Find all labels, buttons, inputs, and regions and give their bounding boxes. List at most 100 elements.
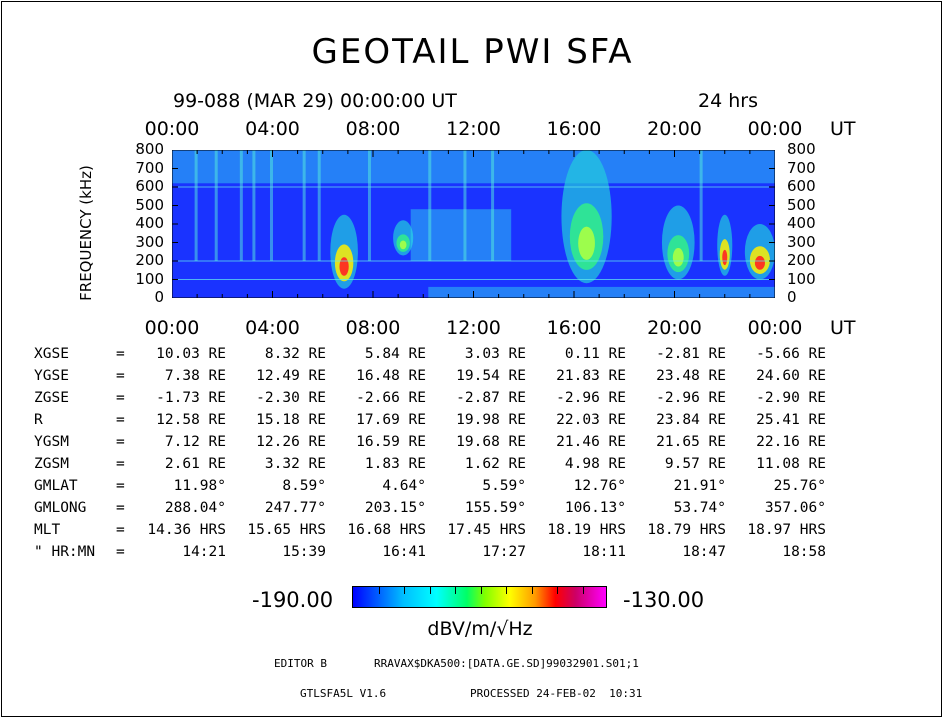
y-tick-label: 200	[135, 251, 164, 269]
time-tick-label: 16:00	[546, 317, 602, 339]
ephemeris-value: 203.15°	[364, 500, 426, 516]
colorbar-tick	[531, 587, 533, 594]
vertical-burst	[428, 150, 432, 261]
vertical-burst	[491, 150, 495, 261]
ephemeris-value: 16.68 HRS	[347, 522, 426, 538]
ephemeris-label: R	[34, 412, 43, 428]
ephemeris-label: ZGSM	[34, 456, 69, 472]
ephemeris-equals: =	[116, 544, 125, 560]
ephemeris-value: 18:11	[582, 544, 626, 560]
ephemeris-value: 1.62 RE	[464, 456, 526, 472]
ephemeris-value: 19.98 RE	[456, 412, 526, 428]
ephemeris-value: -2.90 RE	[756, 390, 826, 406]
colorbar-tick	[506, 587, 507, 594]
footer-processed: PROCESSED 24-FEB-02 10:31	[470, 687, 643, 700]
ephemeris-value: 18.19 HRS	[547, 522, 626, 538]
ephemeris-value: 3.03 RE	[464, 346, 526, 362]
y-tick-label: 0	[154, 288, 164, 306]
colorbar-tick	[582, 587, 584, 594]
ephemeris-value: 247.77°	[264, 500, 326, 516]
ephemeris-row: GMLAT = 11.98° 8.59° 4.64° 5.59° 12.76° 21.91° 2…	[0, 478, 945, 500]
ephemeris-value: 25.76°	[773, 478, 826, 494]
ephemeris-value: 2.61 RE	[164, 456, 226, 472]
ephemeris-equals: =	[116, 368, 125, 384]
ephemeris-label: YGSM	[34, 434, 69, 450]
ephemeris-value: -2.96 RE	[556, 390, 626, 406]
vertical-burst	[699, 150, 703, 261]
ephemeris-value: -2.87 RE	[456, 390, 526, 406]
time-tick-label: 00:00	[747, 118, 803, 140]
ephemeris-equals: =	[116, 412, 125, 428]
ephemeris-value: 10.03 RE	[156, 346, 226, 362]
ephemeris-value: 16:41	[382, 544, 426, 560]
ephemeris-value: 7.12 RE	[164, 434, 226, 450]
y-tick-label-right: 0	[787, 288, 797, 306]
ephemeris-value: 12.58 RE	[156, 412, 226, 428]
ephemeris-value: 17.45 HRS	[447, 522, 526, 538]
ephemeris-value: -1.73 RE	[156, 390, 226, 406]
colorbar-tick	[557, 587, 558, 594]
ephemeris-equals: =	[116, 346, 125, 362]
ephemeris-label: " HR:MN	[34, 544, 96, 560]
ephemeris-equals: =	[116, 456, 125, 472]
ephemeris-value: 22.16 RE	[756, 434, 826, 450]
emission-peak	[722, 249, 728, 266]
ephemeris-value: 5.59°	[482, 478, 526, 494]
vertical-burst	[463, 150, 467, 261]
y-tick-label-right: 100	[787, 269, 816, 288]
ephemeris-value: 8.59°	[282, 478, 326, 494]
colorbar-min: -190.00	[252, 588, 334, 612]
time-tick-label: 12:00	[446, 317, 501, 339]
vertical-burst	[194, 150, 198, 261]
ephemeris-value: 12.26 RE	[256, 434, 326, 450]
time-tick-label: 20:00	[647, 118, 702, 140]
date-label: 99-088 (MAR 29) 00:00:00 UT	[173, 90, 457, 112]
ephemeris-value: 4.98 RE	[564, 456, 626, 472]
ephemeris-value: 18.97 HRS	[747, 522, 826, 538]
footer-editor: EDITOR B	[274, 657, 327, 670]
ephemeris-value: 21.65 RE	[656, 434, 726, 450]
ephemeris-value: 21.46 RE	[556, 434, 626, 450]
ephemeris-equals: =	[116, 478, 125, 494]
ephemeris-value: 357.06°	[764, 500, 826, 516]
colorbar	[352, 586, 607, 608]
ephemeris-value: 11.98°	[173, 478, 226, 494]
ephemeris-value: 22.03 RE	[556, 412, 626, 428]
y-axis-title: FREQUENCY (kHz)	[77, 165, 95, 301]
ephemeris-value: 19.68 RE	[456, 434, 526, 450]
colorbar-tick	[455, 587, 456, 594]
y-tick-label: 500	[135, 195, 164, 214]
ephemeris-row: GMLONG = 288.04° 247.77° 203.15° 155.59° 106.1…	[0, 500, 945, 522]
emission-band	[410, 209, 512, 261]
ephemeris-label: GMLAT	[34, 478, 78, 494]
ephemeris-row: ZGSM = 2.61 RE 3.32 RE 1.83 RE 1.62 RE 4.98 RE…	[0, 456, 945, 478]
ephemeris-value: 21.91°	[673, 478, 726, 494]
y-tick-label: 700	[135, 158, 164, 177]
y-tick-label-right: 600	[787, 177, 816, 195]
time-tick-label: 00:00	[747, 317, 803, 339]
colorbar-tick	[429, 587, 431, 594]
ephemeris-value: 15:39	[282, 544, 326, 560]
ephemeris-value: 21.83 RE	[556, 368, 626, 384]
y-tick-label-right: 400	[787, 214, 816, 232]
ephemeris-row: YGSM = 7.12 RE 12.26 RE 16.59 RE 19.68 RE 21.4…	[0, 434, 945, 456]
y-tick-label-right: 700	[787, 158, 816, 177]
y-tick-label: 800	[135, 140, 164, 158]
emission-peak	[672, 248, 684, 267]
ephemeris-value: -2.81 RE	[656, 346, 726, 362]
ephemeris-label: MLT	[34, 522, 61, 538]
ephemeris-value: 19.54 RE	[456, 368, 526, 384]
ephemeris-label: XGSE	[34, 346, 69, 362]
time-tick-label: 04:00	[245, 118, 300, 140]
ephemeris-label: YGSE	[34, 368, 69, 384]
time-tick-label: 00:00	[144, 317, 200, 339]
time-tick-label: 04:00	[245, 317, 300, 339]
emission-peak	[339, 257, 349, 276]
ephemeris-equals: =	[116, 522, 125, 538]
ut-label-bottom: UT	[830, 317, 856, 339]
vertical-burst	[302, 150, 306, 261]
ephemeris-row: " HR:MN = 14:21 15:39 16:41 17:27 18:11 18:47 18…	[0, 544, 945, 566]
ephemeris-value: -2.96 RE	[656, 390, 726, 406]
ephemeris-value: 5.84 RE	[364, 346, 426, 362]
emission-peak	[578, 226, 595, 260]
